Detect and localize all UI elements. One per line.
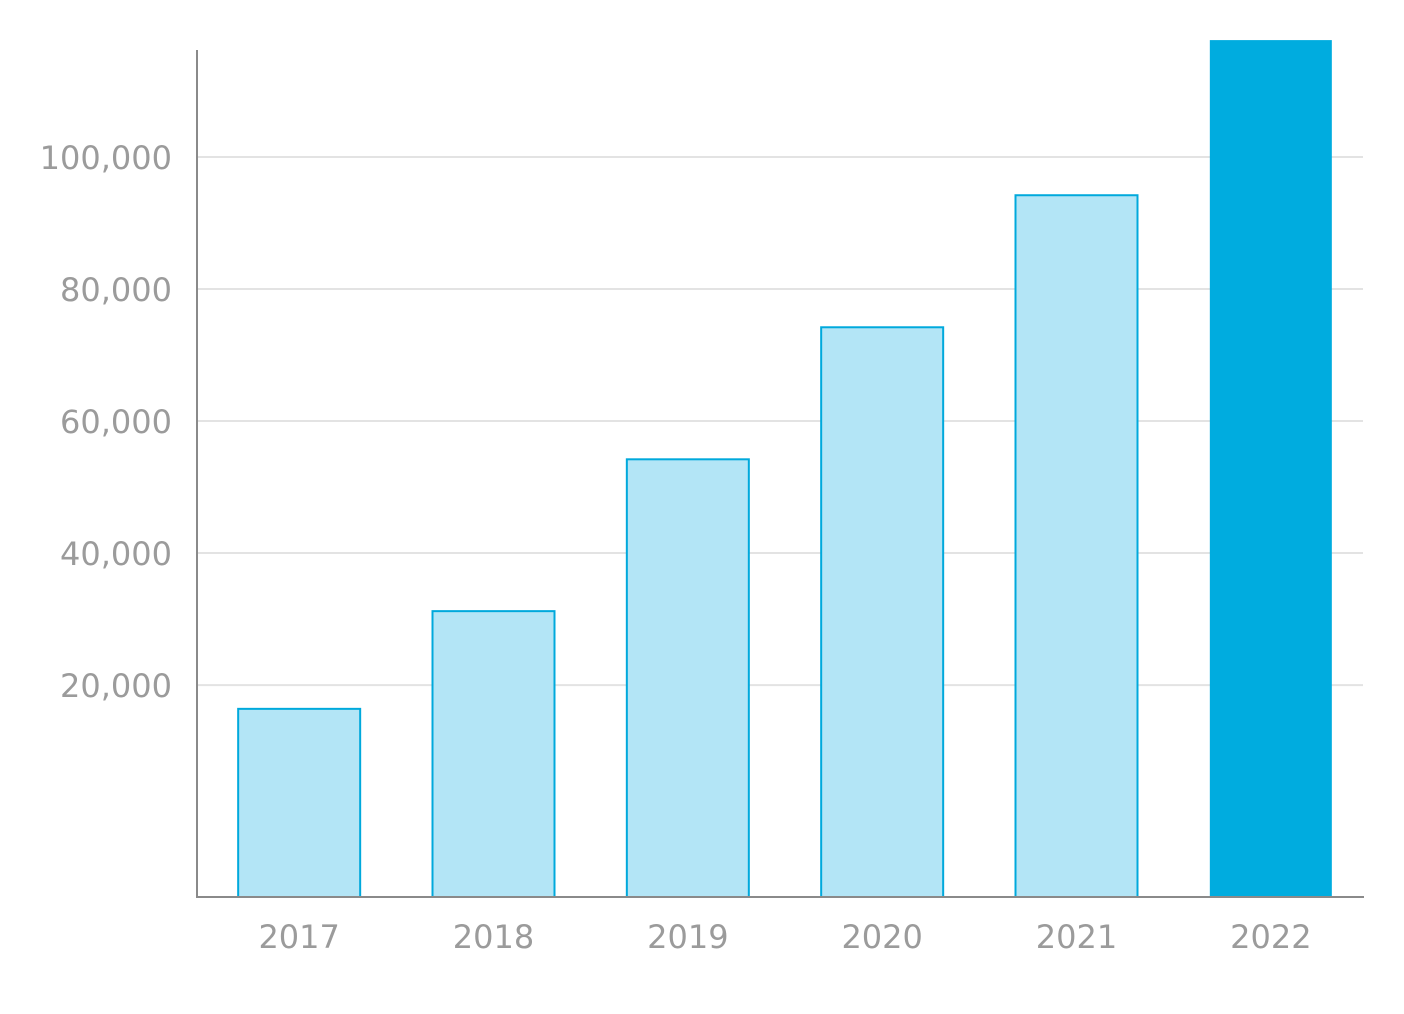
bar-2018: [431, 610, 556, 898]
bar-2021: [1014, 194, 1139, 898]
y-tick-label: 60,000: [60, 403, 172, 441]
y-tick-label: 40,000: [60, 535, 172, 573]
bar-2019: [625, 458, 750, 898]
y-tick-labels: 20,000 40,000 60,000 80,000 100,000: [40, 139, 172, 705]
y-tick-label: 80,000: [60, 271, 172, 309]
x-tick-label: 2020: [841, 918, 922, 956]
x-tick-label: 2022: [1230, 918, 1311, 956]
y-tick-label: 100,000: [40, 139, 172, 177]
gridlines: [197, 155, 1363, 687]
bar-2020: [820, 326, 945, 898]
bar-2017: [237, 707, 362, 898]
x-tick-label: 2017: [258, 918, 339, 956]
y-tick-label: 20,000: [60, 667, 172, 705]
x-tick-label: 2018: [453, 918, 534, 956]
bars: [237, 40, 1332, 898]
x-tick-label: 2019: [647, 918, 728, 956]
x-tick-label: 2021: [1036, 918, 1117, 956]
bar-2022: [1209, 40, 1332, 898]
x-tick-labels: 2017 2018 2019 2020 2021 2022: [258, 918, 1311, 956]
